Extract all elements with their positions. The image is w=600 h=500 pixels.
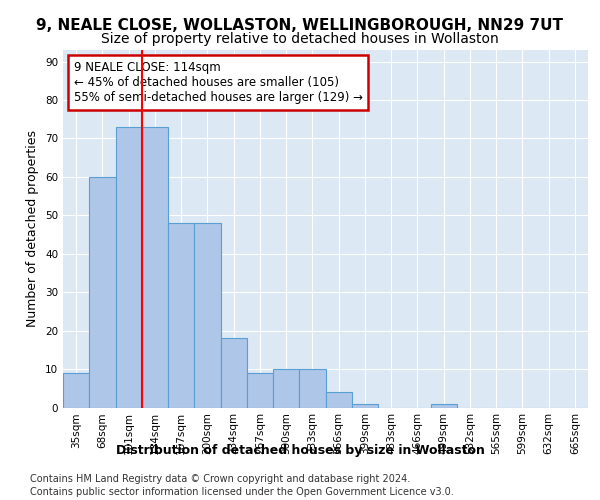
Bar xyxy=(325,392,352,407)
Bar xyxy=(273,369,299,408)
Bar xyxy=(352,404,378,407)
Bar xyxy=(63,373,89,408)
Bar xyxy=(299,369,325,408)
Text: 9 NEALE CLOSE: 114sqm
← 45% of detached houses are smaller (105)
55% of semi-det: 9 NEALE CLOSE: 114sqm ← 45% of detached … xyxy=(74,60,362,104)
Bar xyxy=(431,404,457,407)
Bar xyxy=(221,338,247,407)
Text: Contains public sector information licensed under the Open Government Licence v3: Contains public sector information licen… xyxy=(30,487,454,497)
Bar xyxy=(168,223,194,408)
Bar xyxy=(194,223,221,408)
Text: Size of property relative to detached houses in Wollaston: Size of property relative to detached ho… xyxy=(101,32,499,46)
Text: Contains HM Land Registry data © Crown copyright and database right 2024.: Contains HM Land Registry data © Crown c… xyxy=(30,474,410,484)
Bar xyxy=(142,127,168,408)
Y-axis label: Number of detached properties: Number of detached properties xyxy=(26,130,40,327)
Text: Distribution of detached houses by size in Wollaston: Distribution of detached houses by size … xyxy=(116,444,484,457)
Bar xyxy=(115,127,142,408)
Bar xyxy=(89,177,115,408)
Text: 9, NEALE CLOSE, WOLLASTON, WELLINGBOROUGH, NN29 7UT: 9, NEALE CLOSE, WOLLASTON, WELLINGBOROUG… xyxy=(37,18,563,32)
Bar xyxy=(247,373,273,408)
